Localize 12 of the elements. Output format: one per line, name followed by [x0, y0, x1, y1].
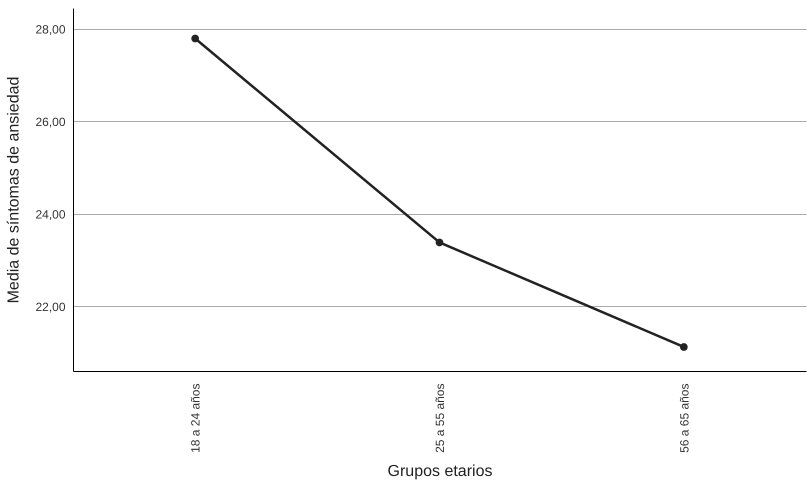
- x-tick-label: 18 a 24 años: [188, 384, 203, 453]
- x-tick-label: 25 a 55 años: [433, 384, 447, 453]
- point: [191, 34, 200, 42]
- y-axis-title: Media de síntomas de ansiedad: [5, 76, 22, 304]
- point: [436, 238, 444, 246]
- point: [680, 343, 688, 351]
- y-tick-label: 28,00: [35, 22, 66, 36]
- x-tick-label: 56 a 65 años: [677, 384, 692, 453]
- y-tick-label: 26,00: [35, 114, 66, 129]
- y-tick-label: 24,00: [35, 207, 66, 222]
- x-axis-title: Grupos etarios: [388, 462, 492, 480]
- y-tick-label: 22,00: [35, 300, 66, 314]
